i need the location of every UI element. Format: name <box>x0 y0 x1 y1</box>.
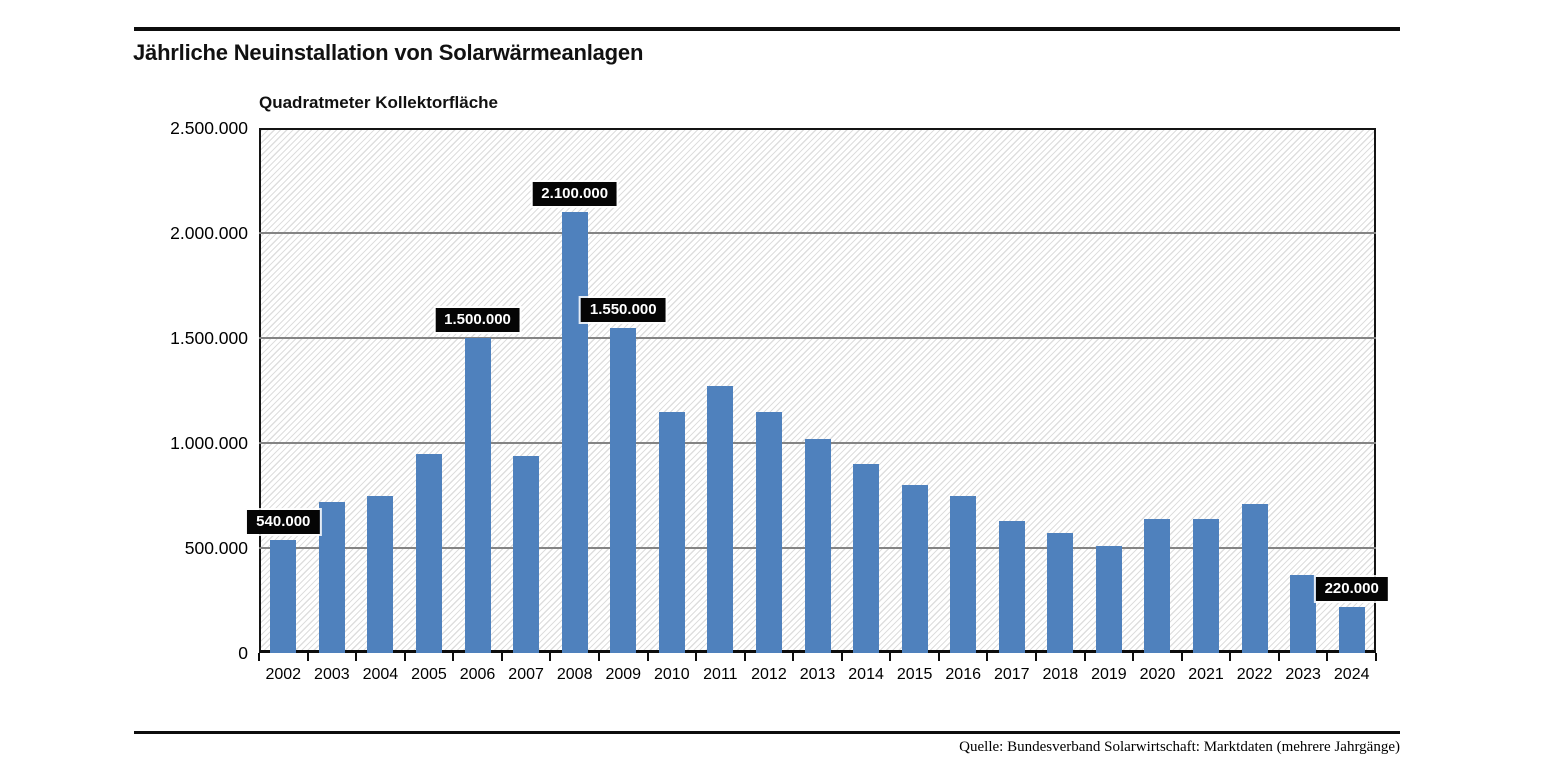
x-axis-tick <box>1083 653 1086 661</box>
bar-2010 <box>658 411 685 653</box>
bar-2004 <box>367 495 394 653</box>
bar-2019 <box>1095 545 1122 653</box>
bar-2007 <box>513 455 540 653</box>
bar-2003 <box>318 501 345 653</box>
data-label-2024: 220.000 <box>1313 574 1390 603</box>
bar-2005 <box>415 453 442 653</box>
x-axis-tick <box>597 653 600 661</box>
bar-2024 <box>1338 606 1365 653</box>
y-tick-label: 2.500.000 <box>170 117 248 138</box>
x-tick-label: 2020 <box>1139 666 1176 683</box>
bar-2018 <box>1047 533 1074 653</box>
bar-2014 <box>853 464 880 653</box>
x-tick-label: 2013 <box>799 666 836 683</box>
gridline <box>259 337 1376 339</box>
bar-2011 <box>707 386 734 653</box>
data-label-2006: 1.500.000 <box>433 306 522 334</box>
x-axis-tick <box>500 653 503 661</box>
bar-2012 <box>755 411 782 653</box>
x-tick-label: 2017 <box>993 666 1030 683</box>
x-axis-tick <box>1035 653 1038 661</box>
x-axis-tick <box>403 653 406 661</box>
plot-area <box>259 128 1376 653</box>
bar-2022 <box>1241 503 1268 653</box>
x-axis-tick <box>258 653 260 661</box>
x-tick-label: 2005 <box>411 666 447 683</box>
bar-2013 <box>804 438 831 653</box>
x-tick-label: 2011 <box>703 666 738 683</box>
x-axis-tick <box>792 653 795 661</box>
data-label-2009: 1.550.000 <box>578 295 668 324</box>
x-axis-tick <box>1132 653 1135 661</box>
gridline <box>259 232 1376 234</box>
y-tick-label: 500.000 <box>184 537 248 558</box>
x-tick-label: 2019 <box>1091 666 1127 683</box>
x-tick-label: 2015 <box>896 666 933 683</box>
x-tick-label: 2016 <box>945 666 981 683</box>
x-axis-tick <box>1375 653 1377 661</box>
x-axis-tick <box>1277 653 1280 661</box>
x-axis-tick <box>986 653 989 661</box>
x-axis-tick <box>646 653 649 661</box>
x-tick-label: 2018 <box>1042 666 1079 683</box>
x-tick-label: 2012 <box>751 666 787 683</box>
y-axis-title: Quadratmeter Kollektorfläche <box>259 93 499 112</box>
bar-2021 <box>1193 518 1220 653</box>
source-attribution: Quelle: Bundesverband Solarwirtschaft: M… <box>959 739 1400 755</box>
x-tick-label: 2022 <box>1236 666 1273 683</box>
data-label-2002: 540.000 <box>245 507 322 536</box>
bar-2006 <box>464 338 491 653</box>
x-axis-tick <box>1326 653 1329 661</box>
x-tick-label: 2010 <box>654 666 690 683</box>
x-axis-tick <box>355 653 358 661</box>
bar-2008 <box>561 212 588 653</box>
chart: 0 500.000 1.000.000 1.500.000 2.000.000 2.500… <box>170 119 1390 683</box>
x-tick-label: 2009 <box>605 666 642 683</box>
bar-2017 <box>998 520 1025 653</box>
bar-2015 <box>901 485 928 653</box>
x-axis-tick <box>695 653 698 661</box>
x-axis-tick <box>452 653 455 661</box>
bar-2002 <box>270 539 297 653</box>
bar-2023 <box>1290 575 1317 653</box>
y-tick-label: 2.000.000 <box>170 222 248 243</box>
x-axis-tick <box>840 653 843 661</box>
bar-2016 <box>950 495 977 653</box>
bottom-divider <box>134 731 1400 734</box>
y-tick-label: 1.000.000 <box>170 432 248 453</box>
x-axis-tick <box>549 653 552 661</box>
page-title: Jährliche Neuinstallation von Solarwärme… <box>133 40 644 65</box>
x-tick-label: 2006 <box>459 666 496 683</box>
x-tick-label: 2008 <box>556 666 593 683</box>
y-tick-label: 0 <box>238 642 248 663</box>
x-tick-label: 2002 <box>265 666 302 683</box>
x-tick-label: 2007 <box>508 666 544 683</box>
x-axis-tick <box>1180 653 1183 661</box>
x-tick-label: 2014 <box>848 666 884 683</box>
bar-2009 <box>610 327 637 653</box>
x-axis-tick <box>306 653 309 661</box>
x-axis-tick <box>1229 653 1232 661</box>
x-tick-label: 2021 <box>1188 666 1224 683</box>
x-axis-tick <box>743 653 746 661</box>
top-divider <box>134 27 1400 31</box>
x-tick-label: 2024 <box>1333 666 1370 683</box>
data-label-2008: 2.100.000 <box>530 180 620 208</box>
x-axis-tick <box>937 653 940 661</box>
x-axis-tick <box>889 653 892 661</box>
x-tick-label: 2004 <box>362 666 399 683</box>
y-tick-label: 1.500.000 <box>170 327 248 348</box>
x-tick-label: 2003 <box>314 666 350 683</box>
x-tick-label: 2023 <box>1285 666 1321 683</box>
bar-2020 <box>1144 518 1171 653</box>
